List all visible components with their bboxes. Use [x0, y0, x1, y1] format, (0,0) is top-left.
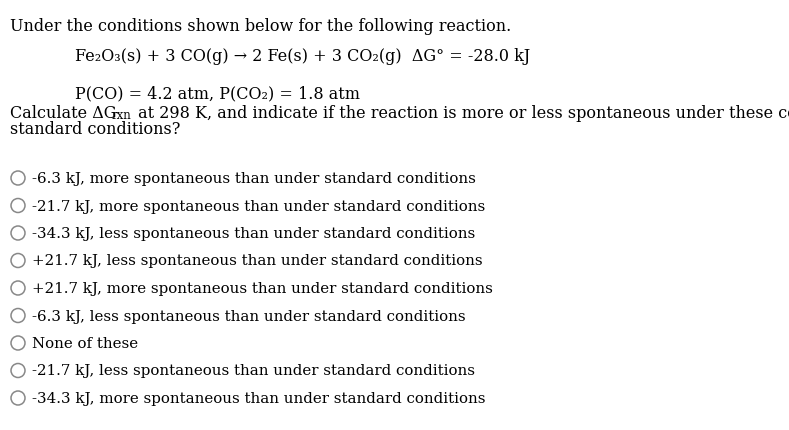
Text: -34.3 kJ, more spontaneous than under standard conditions: -34.3 kJ, more spontaneous than under st… — [32, 391, 485, 405]
Text: Under the conditions shown below for the following reaction.: Under the conditions shown below for the… — [10, 18, 511, 35]
Text: -21.7 kJ, more spontaneous than under standard conditions: -21.7 kJ, more spontaneous than under st… — [32, 199, 485, 213]
Text: -6.3 kJ, less spontaneous than under standard conditions: -6.3 kJ, less spontaneous than under sta… — [32, 309, 466, 323]
Text: -21.7 kJ, less spontaneous than under standard conditions: -21.7 kJ, less spontaneous than under st… — [32, 364, 475, 378]
Text: -6.3 kJ, more spontaneous than under standard conditions: -6.3 kJ, more spontaneous than under sta… — [32, 172, 476, 186]
Text: rxn: rxn — [112, 109, 132, 122]
Text: at 298 K, and indicate if the reaction is more or less spontaneous under these c: at 298 K, and indicate if the reaction i… — [133, 105, 789, 122]
Text: standard conditions?: standard conditions? — [10, 121, 181, 138]
Text: +21.7 kJ, more spontaneous than under standard conditions: +21.7 kJ, more spontaneous than under st… — [32, 281, 493, 295]
Text: +21.7 kJ, less spontaneous than under standard conditions: +21.7 kJ, less spontaneous than under st… — [32, 254, 483, 268]
Text: None of these: None of these — [32, 336, 138, 350]
Text: -34.3 kJ, less spontaneous than under standard conditions: -34.3 kJ, less spontaneous than under st… — [32, 227, 475, 240]
Text: P(CO) = 4.2 atm, P(CO₂) = 1.8 atm: P(CO) = 4.2 atm, P(CO₂) = 1.8 atm — [75, 85, 360, 102]
Text: Fe₂O₃(s) + 3 CO(g) → 2 Fe(s) + 3 CO₂(g)  ΔG° = -28.0 kJ: Fe₂O₃(s) + 3 CO(g) → 2 Fe(s) + 3 CO₂(g) … — [75, 48, 530, 65]
Text: Calculate ΔG: Calculate ΔG — [10, 105, 117, 122]
